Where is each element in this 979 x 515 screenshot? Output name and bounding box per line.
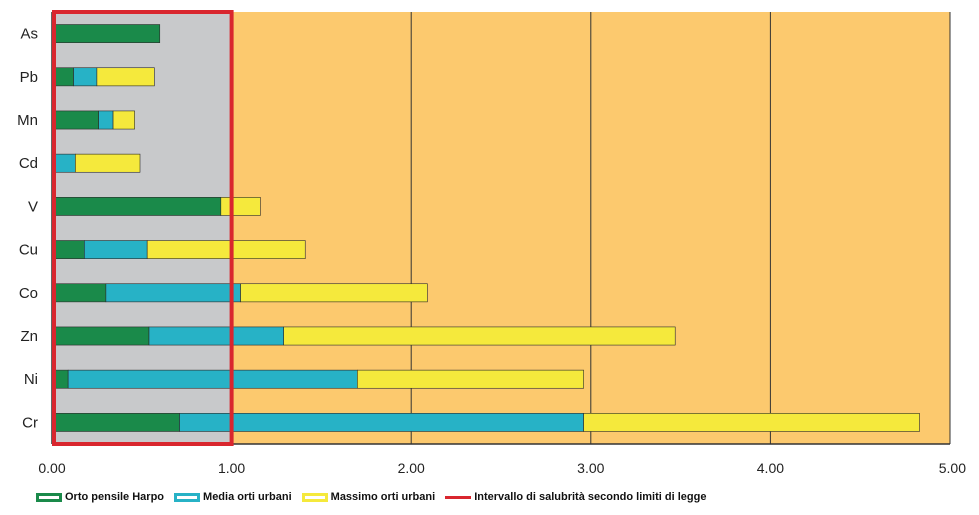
bar-chart: As Pb Mn Cd V Cu Co Zn Ni Cr 0.00 1.00 2.00 3.00 4.00… [17, 10, 966, 476]
bar-zn-series-3 [283, 326, 676, 346]
bar-co-series-2 [105, 283, 241, 303]
legal-safety-range-box [52, 10, 234, 446]
bar-cu-series-3 [146, 240, 306, 259]
bar-mn-series-2 [98, 110, 114, 130]
bar-as-series-1 [51, 24, 161, 43]
bar-ni-series-3 [357, 369, 584, 389]
legend-item-harpo: Orto pensile Harpo [36, 491, 164, 503]
legend-swatch-harpo [36, 492, 62, 502]
bars-layer [51, 24, 920, 432]
category-label: As [20, 26, 38, 43]
bar-pb-series-3 [96, 67, 155, 87]
bar-zn-series-2 [148, 326, 284, 346]
category-label: Mn [17, 112, 38, 129]
bar-co-series-3 [240, 283, 428, 303]
bar-mn-series-1 [51, 110, 99, 130]
category-label: Co [19, 285, 38, 302]
legend-label-range: Intervallo di salubrità secondo limiti d… [474, 491, 707, 503]
x-tick-label: 1.00 [218, 460, 245, 476]
category-label: Cd [19, 155, 38, 172]
bar-v-series-3 [220, 197, 261, 216]
category-label: Pb [20, 69, 38, 86]
x-tick-label: 0.00 [38, 460, 65, 476]
legend-item-media: Media orti urbani [174, 491, 292, 503]
bar-cr-series-1 [51, 413, 180, 432]
bar-cr-series-3 [583, 413, 920, 432]
legend-label-media: Media orti urbani [203, 491, 292, 503]
category-labels: As Pb Mn Cd V Cu Co Zn Ni Cr [17, 26, 38, 432]
x-tick-labels: 0.00 1.00 2.00 3.00 4.00 5.00 [38, 460, 966, 476]
legend-swatch-media [174, 492, 201, 502]
bar-zn-series-1 [51, 326, 150, 346]
bar-co-series-1 [51, 283, 107, 303]
bar-cd-series-2 [55, 153, 76, 173]
x-tick-label: 5.00 [939, 460, 966, 476]
bar-mn-series-3 [112, 110, 135, 130]
legend-item-range: Intervallo di salubrità secondo limiti d… [445, 491, 706, 503]
bar-ni-series-2 [67, 369, 358, 389]
legend-label-harpo: Orto pensile Harpo [65, 491, 165, 503]
legend-label-massimo: Massimo orti urbani [330, 491, 436, 503]
legend: Orto pensile Harpo Media orti urbani Mas… [36, 487, 706, 507]
legend-swatch-massimo [301, 492, 328, 502]
category-label: Ni [24, 371, 38, 388]
legend-swatch-range [445, 495, 472, 499]
legend-item-massimo: Massimo orti urbani [301, 491, 436, 503]
bar-cd-series-3 [75, 153, 141, 173]
bar-cr-series-2 [179, 413, 584, 432]
x-tick-label: 3.00 [577, 460, 604, 476]
category-label: V [28, 198, 38, 215]
x-tick-label: 2.00 [398, 460, 425, 476]
category-label: Cu [19, 242, 38, 259]
bar-v-series-1 [51, 197, 222, 216]
bar-cu-series-2 [84, 240, 148, 259]
bar-cu-series-1 [51, 240, 85, 259]
category-label: Cr [22, 414, 38, 431]
x-tick-label: 4.00 [757, 460, 784, 476]
category-label: Zn [20, 328, 38, 345]
bar-pb-series-2 [73, 67, 98, 87]
